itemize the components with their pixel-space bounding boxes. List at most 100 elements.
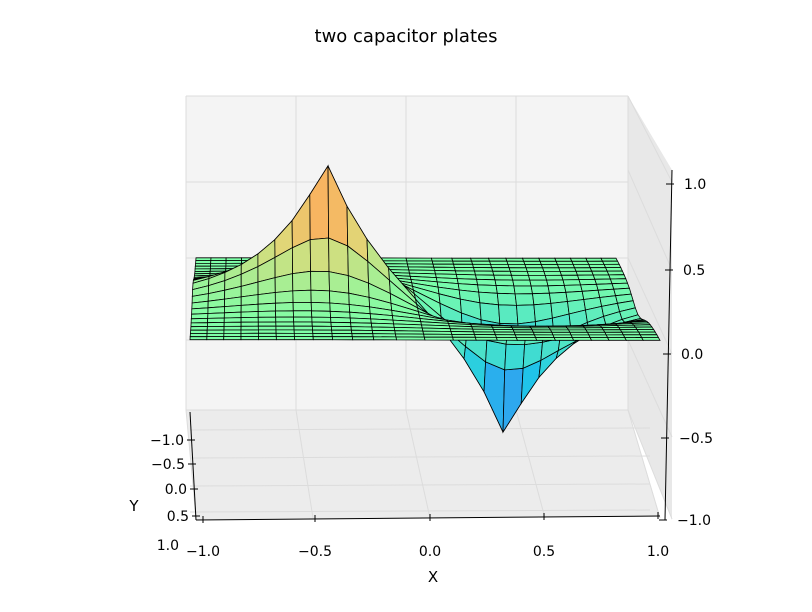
surface-facet: [504, 343, 526, 371]
x-tick-label: 0.5: [533, 544, 555, 560]
surface-facet: [589, 337, 610, 341]
surface-facet: [498, 304, 519, 325]
surface-facet: [507, 263, 527, 269]
surface-facet: [292, 289, 312, 303]
surface-facet: [493, 274, 514, 281]
surface-facet: [562, 279, 582, 286]
surface-facet: [223, 332, 242, 338]
grid-line: [295, 409, 314, 519]
x-tick-label: −1.0: [186, 544, 220, 560]
surface-facet: [207, 317, 225, 324]
surface-facet: [494, 279, 515, 287]
surface-facet: [258, 336, 277, 341]
surface-facet: [189, 336, 208, 341]
surface-facet: [223, 311, 242, 319]
surface-facet: [223, 304, 242, 314]
surface-facet: [514, 334, 537, 338]
surface-facet: [624, 337, 644, 341]
z-tick-label: 0.5: [683, 263, 705, 279]
surface-facet: [529, 279, 549, 287]
surface-facet: [190, 322, 208, 328]
surface-facet: [560, 274, 580, 281]
surface-facet: [257, 325, 277, 331]
surface-facet: [540, 263, 560, 269]
surface-facet: [223, 321, 242, 327]
z-tick-label: 1.0: [684, 177, 706, 193]
surface-facet: [257, 302, 276, 312]
x-axis-line: [195, 515, 661, 521]
surface-facet: [310, 270, 330, 292]
surface-facet: [490, 263, 510, 269]
surface-facet: [512, 279, 532, 287]
surface-facet: [350, 329, 374, 335]
surface-facet: [210, 260, 227, 264]
surface-facet: [210, 257, 227, 262]
surface-facet: [547, 284, 567, 294]
surface-facet: [275, 310, 294, 318]
surface-facet: [452, 263, 475, 268]
surface-facet: [558, 267, 577, 272]
y-tick-label: 0.0: [165, 482, 187, 498]
surface-facet: [606, 337, 627, 341]
surface-facet: [470, 257, 491, 262]
y-axis-label: Y: [128, 497, 139, 515]
surface-mesh: [189, 164, 661, 434]
grid-line: [189, 483, 651, 487]
surface-facet: [223, 325, 242, 331]
surface-facet: [257, 329, 277, 334]
surface-facet: [331, 336, 354, 341]
surface-facet: [207, 312, 225, 319]
surface-facet: [311, 325, 333, 331]
floor-pane: [186, 410, 660, 520]
surface-facet: [240, 336, 259, 341]
surface-facet: [575, 270, 594, 276]
surface-facet: [292, 301, 312, 312]
surface-facet: [516, 304, 536, 325]
surface-facet: [293, 329, 314, 334]
x-axis-label: X: [428, 568, 438, 586]
surface-facet: [603, 263, 622, 269]
surface-facet: [474, 336, 498, 341]
surface-facet: [530, 285, 550, 295]
grid-line: [627, 169, 673, 271]
surface-facet: [571, 337, 593, 341]
surface-facet: [604, 267, 624, 272]
surface-facet: [588, 263, 607, 269]
surface-facet: [275, 316, 295, 323]
y-tick-label: −0.5: [151, 457, 185, 473]
y-tick-label: 0.5: [167, 509, 189, 525]
surface-facet: [592, 274, 611, 280]
surface-facet: [206, 332, 225, 338]
surface-facet: [532, 292, 552, 306]
surface-facet: [525, 267, 545, 272]
surface-facet: [492, 270, 513, 276]
grid-line: [515, 409, 546, 519]
surface-facet: [330, 316, 352, 324]
surface-facet: [538, 257, 557, 262]
surface-facet: [257, 310, 277, 318]
surface-facet: [600, 257, 619, 262]
surface-facet: [491, 267, 511, 272]
surface-facet: [423, 336, 454, 341]
surface-facet: [223, 329, 242, 334]
surface-facet: [521, 257, 541, 262]
surface-facet: [240, 311, 259, 319]
chart-title: two capacitor plates: [315, 26, 498, 47]
surface-facet: [240, 332, 259, 338]
z-tick-label: −1.0: [677, 513, 711, 529]
z-axis-line: [664, 169, 673, 521]
surface-facet: [225, 257, 243, 262]
surface-facet: [312, 329, 333, 334]
surface-facet: [331, 329, 353, 335]
y-tick-label: −1.0: [150, 433, 184, 449]
surface-facet: [526, 270, 546, 276]
surface-facet: [275, 336, 296, 341]
surface-facet: [274, 302, 294, 312]
surface-facet: [240, 316, 259, 323]
surface-facet: [331, 333, 353, 338]
surface-facet: [515, 337, 538, 341]
surface-facet: [312, 332, 333, 338]
surface-facet: [311, 310, 332, 318]
surface-facet: [275, 325, 295, 331]
z-tick-label: −0.5: [679, 431, 713, 447]
